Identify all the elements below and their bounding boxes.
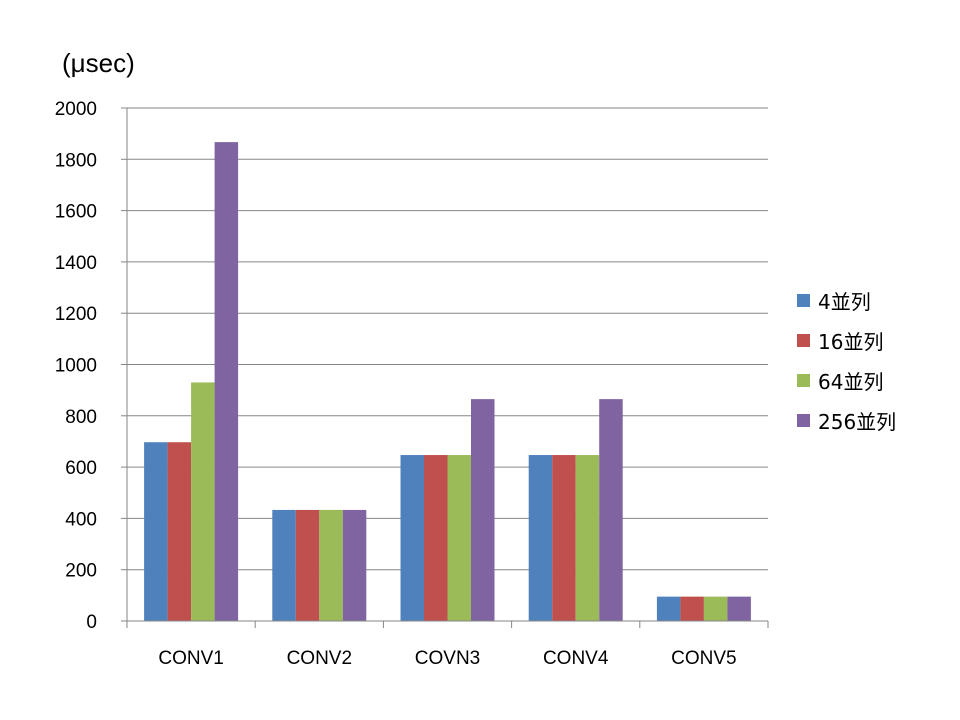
y-tick-label: 0: [86, 612, 97, 633]
x-tick-label: CONV2: [287, 648, 352, 669]
bar: [680, 596, 704, 621]
legend-swatch: [797, 334, 810, 347]
y-tick-label: 800: [65, 407, 97, 428]
bar: [599, 399, 623, 621]
legend-swatch: [797, 294, 810, 307]
y-tick-label: 600: [65, 458, 97, 479]
legend-label: 16並列: [818, 330, 883, 354]
y-axis-ticks: 0 200 400 600 800 1000 1200 1400 1600 1800 2000: [55, 99, 127, 633]
bar: [400, 455, 424, 621]
bar: [703, 596, 728, 621]
legend-label: 4並列: [818, 290, 871, 314]
x-tick-label: CONV1: [158, 648, 223, 669]
x-tick-label: CONV5: [671, 648, 736, 669]
bar: [214, 142, 239, 621]
bar: [191, 382, 215, 621]
bar: [575, 455, 600, 621]
bar: [528, 455, 553, 621]
y-tick-label: 1400: [55, 253, 97, 274]
bar: [144, 442, 168, 621]
x-tick-label: COVN3: [415, 648, 480, 669]
bar: [656, 596, 681, 621]
legend-swatch: [797, 374, 810, 387]
axes: [126, 108, 768, 622]
x-axis-ticks: CONV1 CONV2 COVN3 CONV4 CONV5: [126, 621, 769, 669]
legend-label: 64並列: [818, 370, 883, 394]
bar: [727, 596, 751, 621]
y-tick-label: 400: [65, 509, 97, 530]
x-tick-label: CONV4: [543, 648, 609, 669]
bars: [144, 142, 751, 621]
bar: [295, 509, 320, 621]
y-tick-label: 200: [65, 561, 97, 582]
legend-label: 256並列: [818, 410, 896, 434]
bar: [272, 509, 296, 621]
y-tick-label: 2000: [55, 99, 97, 120]
y-tick-label: 1800: [55, 150, 97, 171]
legend-swatch: [797, 414, 810, 427]
bar: [447, 455, 471, 621]
bar: [167, 442, 192, 621]
bar: [552, 455, 576, 621]
y-axis-unit-label: (μsec): [62, 48, 135, 78]
bar: [319, 509, 343, 621]
legend: 4並列 16並列 64並列 256並列: [797, 290, 896, 434]
y-tick-label: 1200: [55, 304, 97, 325]
y-tick-label: 1000: [55, 356, 97, 377]
bar: [342, 509, 367, 621]
y-tick-label: 1600: [55, 202, 97, 223]
bar: [424, 455, 448, 621]
bar: [471, 399, 495, 621]
